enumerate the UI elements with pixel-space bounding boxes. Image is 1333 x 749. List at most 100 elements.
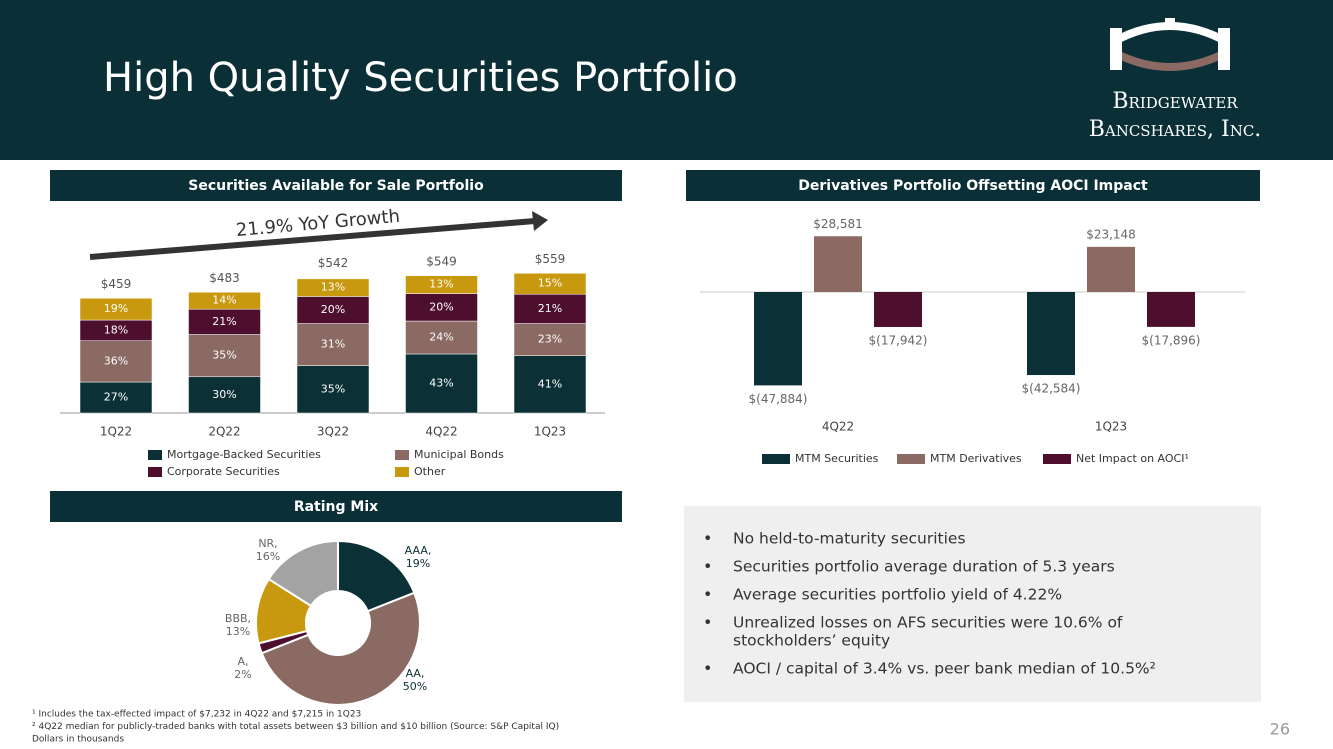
header-band xyxy=(0,0,1333,160)
bar-segment xyxy=(188,308,261,335)
legend-swatch xyxy=(148,450,162,460)
data-label: 24% xyxy=(429,331,453,344)
bar xyxy=(1027,292,1075,376)
footnote: Dollars in thousands xyxy=(32,735,124,745)
section-title: Securities Available for Sale Portfolio xyxy=(188,178,484,194)
legend-swatch xyxy=(395,450,409,460)
logo-text: Bridgewater xyxy=(1112,89,1238,114)
bar xyxy=(754,292,802,386)
page-number: 26 xyxy=(1270,720,1290,739)
legend-label: Municipal Bonds xyxy=(414,448,504,461)
bar-segment xyxy=(188,334,261,378)
data-label: $23,148 xyxy=(1086,227,1136,241)
bullet-text: Securities portfolio average duration of… xyxy=(733,558,1115,576)
bullet-dot: • xyxy=(703,659,712,678)
slice-label: NR, xyxy=(258,537,277,550)
data-label: 27% xyxy=(104,391,128,404)
data-label: 41% xyxy=(538,377,562,390)
total-label: $549 xyxy=(426,254,457,268)
footnote: ¹ Includes the tax-effected impact of $7… xyxy=(32,710,361,720)
bar-segment xyxy=(296,323,370,366)
growth-arrow xyxy=(89,218,536,260)
legend-label: Corporate Securities xyxy=(167,465,280,478)
bar xyxy=(1087,246,1135,292)
logo-mark xyxy=(1110,18,1230,71)
legend-label: Other xyxy=(414,465,446,478)
section-title: Derivatives Portfolio Offsetting AOCI Im… xyxy=(798,178,1148,194)
pie-slice xyxy=(267,539,339,608)
bar xyxy=(1147,292,1195,327)
bullet-text: AOCI / capital of 3.4% vs. peer bank med… xyxy=(733,660,1156,678)
data-label: 13% xyxy=(429,278,453,291)
legend-label: MTM Securities xyxy=(795,452,879,465)
legend-swatch xyxy=(897,454,925,464)
bullet-box xyxy=(684,506,1261,702)
bar xyxy=(814,236,862,292)
bullet-text: stockholders’ equity xyxy=(733,632,890,650)
slice-value: 16% xyxy=(256,550,280,563)
data-label: 30% xyxy=(212,388,236,401)
data-label: 15% xyxy=(538,277,562,290)
slice-label: AA, xyxy=(406,667,425,680)
slice-value: 19% xyxy=(406,557,430,570)
legend-swatch xyxy=(762,454,790,464)
section-header xyxy=(50,491,622,522)
data-label: 21% xyxy=(538,302,562,315)
bar-segment xyxy=(513,323,587,356)
section-header xyxy=(686,170,1260,201)
total-label: $459 xyxy=(101,277,132,291)
bar-segment xyxy=(296,296,370,324)
data-label: 35% xyxy=(212,349,236,362)
bullet-dot: • xyxy=(703,585,712,604)
bar-segment xyxy=(79,381,153,414)
slice-label: AAA, xyxy=(405,544,432,557)
data-label: 35% xyxy=(321,382,345,395)
bar-segment xyxy=(79,298,153,321)
slice-value: 13% xyxy=(226,625,250,638)
bar-segment xyxy=(79,340,153,383)
bar-segment xyxy=(296,278,370,297)
bullet-dot: • xyxy=(703,529,712,548)
arrow-head xyxy=(532,211,548,231)
bar-segment xyxy=(513,273,587,295)
section-title: Rating Mix xyxy=(294,499,378,515)
footnote: ² 4Q22 median for publicly-traded banks … xyxy=(32,722,559,732)
legend-label: MTM Derivatives xyxy=(930,452,1022,465)
data-label: 13% xyxy=(321,281,345,294)
section-header xyxy=(50,170,622,201)
data-label: $(47,884) xyxy=(749,392,808,406)
total-label: $483 xyxy=(209,271,240,285)
bullet-dot: • xyxy=(703,613,712,632)
bar-segment xyxy=(188,292,261,310)
x-tick-label: 3Q22 xyxy=(317,425,349,439)
data-label: 23% xyxy=(538,333,562,346)
x-tick-label: 2Q22 xyxy=(208,425,240,439)
data-label: $(17,942) xyxy=(869,333,928,347)
pie-slice xyxy=(260,591,421,706)
x-tick-label: 4Q22 xyxy=(425,425,457,439)
data-label: 18% xyxy=(104,323,128,336)
legend-swatch xyxy=(1043,454,1071,464)
data-label: 43% xyxy=(429,376,453,389)
data-label: 36% xyxy=(104,354,128,367)
bullet-dot: • xyxy=(703,557,712,576)
data-label: 20% xyxy=(321,303,345,316)
data-label: 20% xyxy=(429,300,453,313)
data-label: $(42,584) xyxy=(1022,382,1081,396)
legend-swatch xyxy=(148,467,162,477)
x-tick-label: 1Q23 xyxy=(534,425,566,439)
data-label: $(17,896) xyxy=(1142,333,1201,347)
bar-segment xyxy=(405,293,478,322)
bullet-text: Average securities portfolio yield of 4.… xyxy=(733,586,1062,604)
slide-title: High Quality Securities Portfolio xyxy=(103,55,738,101)
total-label: $559 xyxy=(535,252,566,266)
bar xyxy=(874,292,922,327)
slice-label: A, xyxy=(237,655,248,668)
logo-text: Bancshares, Inc. xyxy=(1089,117,1262,142)
bar-segment xyxy=(405,320,478,355)
total-label: $542 xyxy=(318,256,349,270)
legend-label: Mortgage-Backed Securities xyxy=(167,448,321,461)
slice-value: 2% xyxy=(234,668,251,681)
data-label: $28,581 xyxy=(813,217,863,231)
